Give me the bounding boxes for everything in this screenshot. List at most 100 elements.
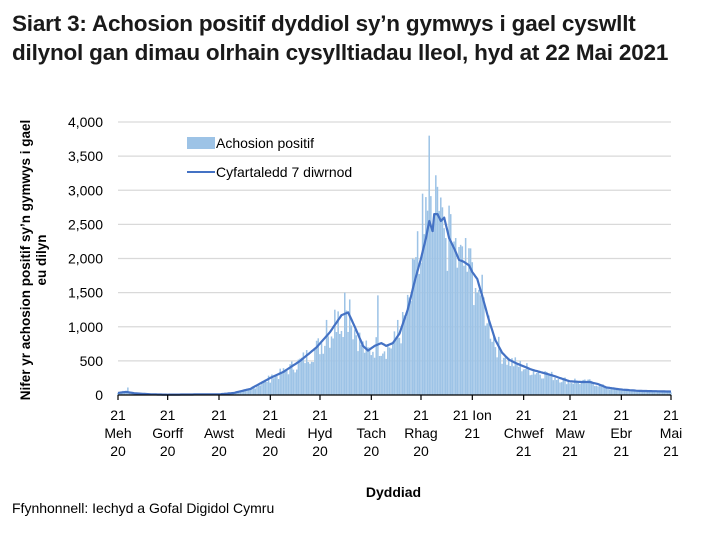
x-tick-label: 20 [160,443,176,459]
x-tick-label: 20 [211,443,227,459]
y-tick-label: 3,000 [68,182,103,198]
bar [418,273,421,395]
x-tick-label: 21 [364,407,380,423]
legend: Achosion positif Cyfartaledd 7 diwrnod [187,135,352,180]
daily-cases-bars [117,135,672,396]
bar [257,385,260,395]
bar [304,363,306,395]
bar [368,347,371,395]
bar [120,393,122,395]
bar [552,380,555,395]
bar [539,374,541,395]
bar [423,234,425,395]
y-tick-label: 2,000 [68,251,103,267]
bar [642,391,644,395]
bar [395,339,397,395]
bar [320,343,323,395]
bar [337,311,339,395]
bar [589,379,591,395]
x-tick-label: 20 [364,443,380,459]
x-tick-label: Awst [204,425,234,441]
bar [365,340,368,395]
bar [484,325,487,395]
y-axis-ticks: 0 500 1,000 1,500 2,000 2,500 3,000 3,500 4,000 [68,114,103,403]
bar [398,337,401,395]
bar [415,257,417,395]
bar [259,385,262,395]
bar [385,358,387,395]
bar [246,388,248,395]
bar [458,246,460,395]
bar [330,336,333,395]
bar [463,265,465,395]
bar [425,197,427,395]
x-tick-label: 21 [160,407,176,423]
bar [416,231,419,395]
bar [342,336,344,395]
x-tick-label: 20 [312,443,328,459]
bar [234,392,237,395]
bar [327,336,329,395]
bar [117,393,119,395]
x-tick-label: Meh [104,425,131,441]
bar [549,374,551,395]
bar [603,387,606,395]
bar [613,387,616,395]
bar [340,330,343,395]
bar [125,392,127,395]
bar [243,389,245,395]
bar [252,387,255,395]
bar [456,267,459,395]
bar [289,364,291,395]
bar [322,353,324,395]
bar [627,390,629,395]
bar [378,356,381,395]
bar [454,238,457,395]
bar [630,390,632,395]
chart-title: Siart 3: Achosion positif dyddiol sy’n g… [12,11,669,65]
bar [446,270,449,395]
bar [387,344,389,395]
legend-bars-label: Achosion positif [216,135,314,151]
bar [302,352,305,395]
bar [435,175,437,395]
x-tick-label: 21 [562,443,578,459]
bar [267,375,270,395]
bar [426,210,429,395]
y-tick-label: 0 [95,387,103,403]
bar [266,381,268,395]
bar [279,368,281,395]
bar [294,372,296,395]
bar [264,379,267,395]
bar [408,297,411,395]
bar [357,351,359,395]
bar [400,343,402,395]
bar [372,351,374,395]
bar [638,390,641,395]
bar [332,338,334,395]
bar [597,386,599,395]
x-tick-label: Maw [555,425,585,441]
x-tick-label: 21 [263,407,279,423]
bar [509,366,512,395]
bar [550,371,553,395]
x-tick-label: Hyd [308,425,333,441]
bar [650,391,652,395]
bar [582,379,584,395]
bar [388,347,391,395]
bar [501,363,503,395]
bar [643,390,646,395]
bar [524,369,526,395]
bar [295,369,298,395]
bar [511,358,513,395]
bar [247,388,250,395]
bar [241,390,243,395]
bar [433,214,435,395]
x-tick-label: 21 [663,443,679,459]
bar [315,340,318,395]
bar [491,341,493,395]
bar [622,389,624,395]
bar [305,350,308,395]
bar [317,338,320,395]
bar [585,383,588,395]
